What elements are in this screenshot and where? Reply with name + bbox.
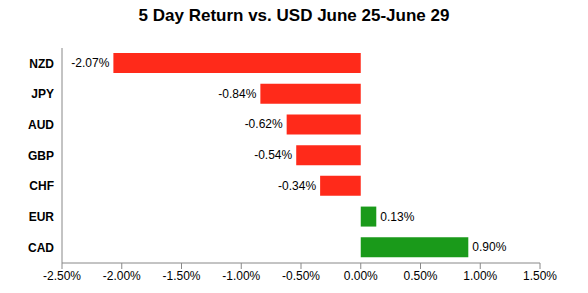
svg-text:-0.50%: -0.50% <box>282 269 320 283</box>
svg-text:CHF: CHF <box>29 179 54 193</box>
svg-text:AUD: AUD <box>28 118 54 132</box>
svg-text:NZD: NZD <box>29 57 54 71</box>
svg-text:CAD: CAD <box>28 241 54 255</box>
svg-text:0.50%: 0.50% <box>403 269 437 283</box>
svg-text:1.50%: 1.50% <box>523 269 557 283</box>
svg-text:-2.50%: -2.50% <box>43 269 81 283</box>
svg-text:JPY: JPY <box>31 87 54 101</box>
svg-text:EUR: EUR <box>29 210 55 224</box>
svg-text:-1.50%: -1.50% <box>162 269 200 283</box>
svg-text:-2.07%: -2.07% <box>71 56 109 70</box>
svg-text:0.13%: 0.13% <box>380 210 414 224</box>
svg-text:-0.34%: -0.34% <box>278 179 316 193</box>
svg-text:-2.00%: -2.00% <box>103 269 141 283</box>
svg-text:-0.54%: -0.54% <box>254 148 292 162</box>
svg-text:-0.84%: -0.84% <box>218 87 256 101</box>
svg-text:1.00%: 1.00% <box>463 269 497 283</box>
html-text:5 Day Return vs. USD June 25-J: 5 Day Return vs. USD June 25-June 29 <box>138 6 450 25</box>
svg-text:-0.62%: -0.62% <box>245 117 283 131</box>
svg-text:GBP: GBP <box>28 149 54 163</box>
svg-text:-1.00%: -1.00% <box>222 269 260 283</box>
svg-text:0.90%: 0.90% <box>472 240 506 254</box>
svg-text:0.00%: 0.00% <box>344 269 378 283</box>
